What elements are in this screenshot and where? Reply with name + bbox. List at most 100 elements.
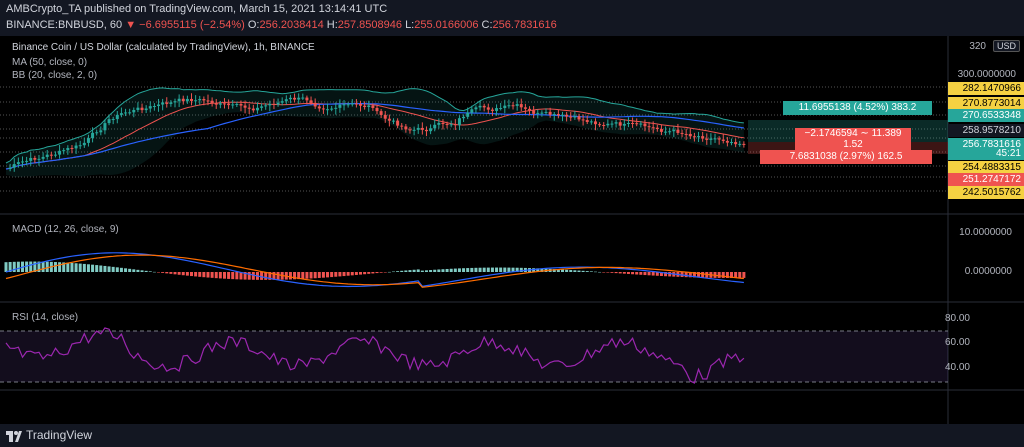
tradingview-brand[interactable]: TradingView <box>26 428 93 442</box>
candle-body <box>66 147 70 151</box>
close-label: C: <box>481 19 493 31</box>
macd-histogram-bar <box>495 267 499 272</box>
macd-histogram-bar <box>25 261 29 272</box>
macd-tick-10: 10.0000000 <box>959 227 1012 238</box>
candle-body <box>354 103 358 105</box>
rsi-tick-80: 80.00 <box>944 313 970 324</box>
candle-body <box>190 98 193 101</box>
macd-histogram-bar <box>16 261 20 272</box>
macd-histogram-bar <box>276 272 280 280</box>
candle-body <box>721 139 725 141</box>
bb-fill <box>6 87 744 178</box>
macd-histogram-bar <box>585 271 589 272</box>
macd-histogram-bar <box>371 272 375 274</box>
candle-body <box>705 138 709 140</box>
macd-histogram-bar <box>309 272 313 279</box>
candle-body <box>78 145 82 147</box>
candle-body <box>297 97 301 100</box>
macd-histogram-bar <box>606 272 610 273</box>
candle-body <box>103 123 107 131</box>
tradingview-logo-icon[interactable] <box>6 429 22 442</box>
candle-body <box>264 105 268 107</box>
macd-histogram-bar <box>420 270 424 272</box>
candle-body <box>536 112 540 114</box>
candle-body <box>247 107 251 109</box>
price-label: 270.8773014 <box>948 97 1024 110</box>
macd-histogram-bar <box>721 272 725 278</box>
macd-histogram-bar <box>169 272 173 274</box>
macd-histogram-bar <box>643 272 647 276</box>
candle-body <box>218 103 222 105</box>
macd-histogram-bar <box>470 267 474 272</box>
candle-body <box>231 104 235 106</box>
candle-body <box>400 125 404 127</box>
macd-histogram-bar <box>618 272 622 274</box>
bb-legend[interactable]: BB (20, close, 2, 0) <box>12 70 98 81</box>
candle-body <box>606 123 610 126</box>
candle-body <box>635 123 639 125</box>
macd-histogram-bar <box>462 268 466 272</box>
ma-legend[interactable]: MA (50, close, 0) <box>12 57 88 68</box>
high-label: H: <box>326 19 338 31</box>
macd-histogram-bar <box>408 270 412 272</box>
macd-histogram-bar <box>66 262 70 272</box>
candle-body <box>165 102 169 104</box>
macd-histogram-bar <box>540 268 544 272</box>
candle-body <box>334 107 338 109</box>
candle-body <box>173 101 177 103</box>
candle-body <box>107 119 111 124</box>
macd-histogram-bar <box>288 272 292 280</box>
macd-histogram-bar <box>738 272 742 278</box>
macd-histogram-bar <box>231 272 235 280</box>
candle-body <box>49 154 53 156</box>
macd-histogram-bar <box>664 272 668 277</box>
candle-body <box>697 136 701 138</box>
currency-button[interactable]: USD <box>992 40 1020 52</box>
price-label: 282.1470966 <box>948 82 1024 95</box>
candle-body <box>309 100 313 103</box>
ma-line <box>5 103 744 170</box>
macd-histogram-bar <box>626 272 630 274</box>
macd-histogram-bar <box>725 272 729 278</box>
macd-histogram-bar <box>651 272 655 276</box>
candle-body <box>350 103 354 105</box>
candle-body <box>511 105 515 107</box>
macd-histogram-bar <box>424 270 428 272</box>
macd-histogram-bar <box>235 272 239 280</box>
macd-histogram-bar <box>697 272 701 278</box>
chart-area[interactable]: Binance Coin / US Dollar (calculated by … <box>0 36 1024 447</box>
candle-body <box>589 121 593 123</box>
candle-body <box>301 97 305 99</box>
rsi-legend[interactable]: RSI (14, close) <box>12 312 79 323</box>
candle-body <box>185 98 189 102</box>
candle-body <box>342 104 346 106</box>
macd-histogram-bar <box>293 272 297 280</box>
candle-body <box>701 136 705 139</box>
candle-body <box>614 122 618 124</box>
candle-body <box>152 106 156 108</box>
macd-histogram-bar <box>148 271 152 272</box>
macd-line <box>5 252 744 288</box>
candle-body <box>33 157 37 160</box>
macd-histogram-bar <box>157 272 161 273</box>
candle-body <box>169 102 173 104</box>
macd-histogram-bar <box>635 272 639 275</box>
macd-histogram-bar <box>346 272 350 276</box>
price-label: 258.9578210 <box>948 124 1024 137</box>
macd-histogram-bar <box>251 272 255 280</box>
candle-body <box>602 124 606 126</box>
macd-histogram-bar <box>119 267 123 272</box>
candle-body <box>136 107 140 110</box>
candle-body <box>317 106 321 109</box>
candle-body <box>462 116 466 119</box>
candle-body <box>243 105 247 108</box>
macd-histogram-bar <box>499 267 503 272</box>
macd-histogram-bar <box>41 261 45 272</box>
candle-body <box>198 98 202 101</box>
candle-body <box>202 98 206 101</box>
candle-body <box>499 108 503 110</box>
chart-canvas[interactable] <box>0 36 1024 424</box>
macd-histogram-bar <box>688 272 692 278</box>
macd-histogram-bar <box>416 269 420 272</box>
macd-legend[interactable]: MACD (12, 26, close, 9) <box>12 224 119 235</box>
